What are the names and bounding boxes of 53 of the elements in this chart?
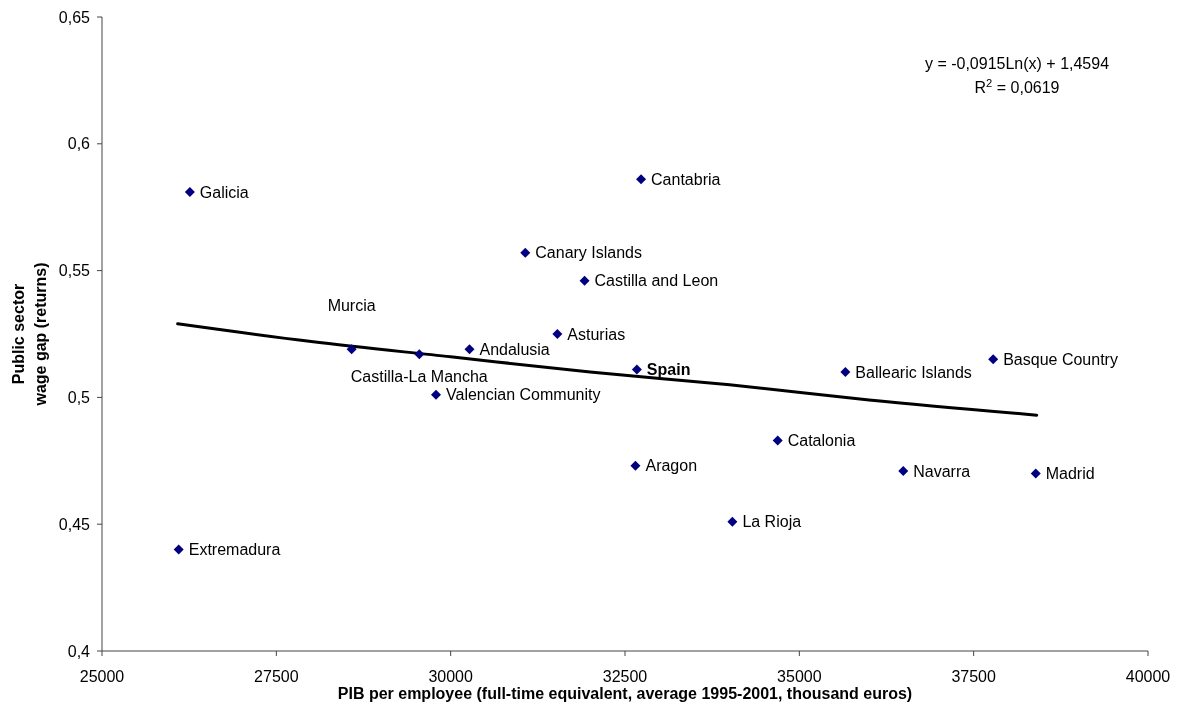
annotation: Castilla-La Mancha — [350, 367, 488, 385]
x-tick-label: 30000 — [428, 667, 474, 685]
annotation: Extremadura — [188, 541, 281, 559]
annotation: Aragon — [645, 457, 698, 475]
annotation: Castilla and Leon — [594, 272, 719, 290]
y-tick-label: 0,55 — [58, 262, 91, 280]
annotation: Andalusia — [479, 340, 550, 358]
point — [630, 460, 641, 471]
annotation: R$^{2}$ = 0,0619 — [974, 76, 1060, 96]
point — [173, 544, 184, 555]
point — [840, 367, 851, 378]
annotation: Madrid — [1045, 465, 1095, 483]
point — [552, 329, 563, 339]
point — [988, 354, 999, 365]
x-tick-label: 25000 — [79, 667, 125, 685]
series-label: Spain — [646, 361, 691, 379]
x-tick-label: 35000 — [777, 667, 822, 685]
point — [464, 344, 475, 355]
annotation: Asturias — [567, 325, 626, 343]
annotation: Catalonia — [787, 432, 856, 450]
y-tick-label: 0,5 — [67, 389, 91, 406]
x-tick-label: 32500 — [602, 667, 648, 685]
x-tick-label: 37500 — [951, 667, 997, 685]
annotation: Valencian Community — [446, 386, 601, 404]
point — [520, 247, 531, 258]
annotation: Ballearic Islands — [855, 363, 972, 381]
annotation: Navarra — [913, 462, 971, 480]
y-tick-label: 0,45 — [58, 515, 91, 533]
annotation: Galicia — [199, 183, 249, 201]
x-tick-label: 27500 — [254, 667, 299, 685]
annotation: y = -0,0915Ln(x) + 1,4594 — [924, 54, 1110, 72]
annotation: Cantabria — [651, 170, 721, 188]
x-tick-label: 40000 — [1125, 667, 1171, 685]
point — [636, 174, 647, 185]
point — [414, 349, 425, 360]
point — [184, 186, 195, 197]
annotation: Canary Islands — [535, 244, 642, 262]
annotation: Murcia — [327, 296, 376, 314]
point — [727, 516, 738, 527]
point — [631, 364, 642, 375]
y-tick-label: 0,65 — [58, 8, 91, 26]
point — [431, 389, 442, 400]
point — [579, 275, 590, 286]
point — [1030, 468, 1041, 479]
y-axis-title: Public sector wage gap (returns) — [9, 262, 49, 407]
y-tick-label: 0,4 — [67, 642, 91, 660]
point — [898, 465, 909, 476]
y-tick-label: 0,6 — [67, 135, 91, 153]
x-axis-title: PIB per employee (full-time equivalent, average 1995-2001, thousand euros) — [337, 684, 913, 702]
annotation: Basque Country — [1003, 350, 1118, 368]
point — [346, 344, 357, 355]
point — [772, 435, 783, 446]
annotation: La Rioja — [742, 513, 802, 531]
